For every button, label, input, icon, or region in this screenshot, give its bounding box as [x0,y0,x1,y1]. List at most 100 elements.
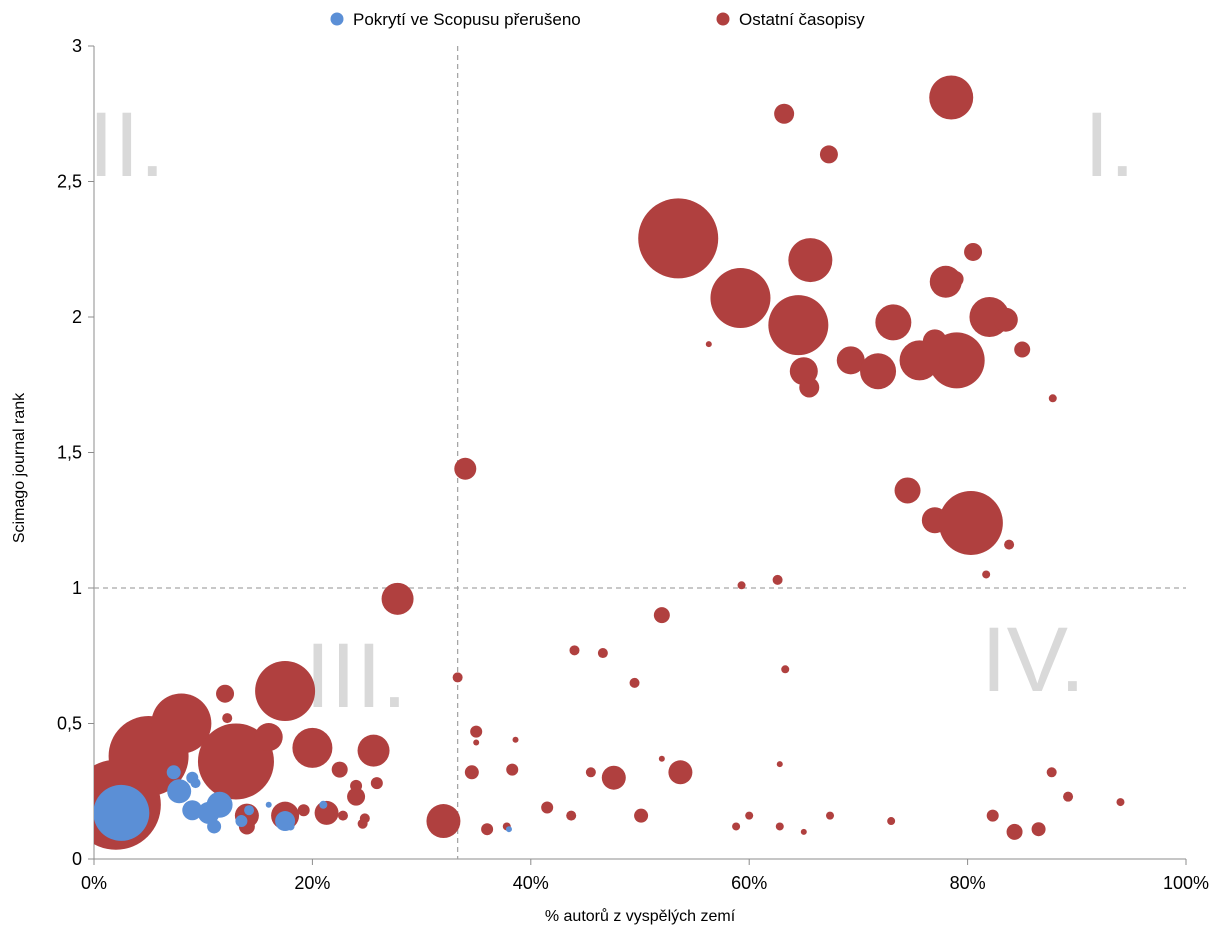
y-tick-label: 0 [72,849,82,869]
data-point [216,684,235,703]
data-point [1031,822,1046,837]
data-point [292,727,333,768]
data-point [167,779,192,804]
data-point [566,810,577,821]
data-point [1006,823,1023,840]
data-point [506,763,519,776]
data-point [776,761,783,768]
data-point [454,457,477,480]
data-point [658,755,665,762]
data-point [357,734,390,767]
data-point [887,817,896,826]
data-point [197,723,274,800]
data-point [772,574,783,585]
data-point [94,784,150,841]
data-point [190,778,201,789]
data-point [745,811,754,820]
data-point [629,677,640,688]
data-point [1046,767,1057,778]
data-point [235,815,248,828]
data-point [1116,798,1125,807]
y-tick-label: 1,5 [57,443,82,463]
data-point [470,725,483,738]
data-point [894,477,921,504]
data-point [255,660,316,721]
data-point [634,808,649,823]
data-point [826,811,835,820]
axes: 0 0,5 1 1,5 2 2,5 3 0% 20% 40% 60% 80% 100% [57,36,1209,893]
data-point [938,490,1003,555]
data-point [452,672,463,683]
data-point [597,648,608,659]
data-point [151,693,212,754]
data-point [929,75,974,120]
data-point [206,791,233,818]
y-tick-label: 3 [72,36,82,56]
data-point [381,582,414,615]
data-point [182,800,203,821]
y-tick-label: 2,5 [57,172,82,192]
data-point [370,777,383,790]
x-tick-label: 60% [731,873,767,893]
legend-label: Ostatní časopisy [739,10,865,29]
x-axis-title: % autorů z vyspělých zemí [545,907,736,925]
data-point [512,736,519,743]
x-tick-label: 0% [81,873,107,893]
legend-label: Pokrytí ve Scopusu přerušeno [353,10,581,29]
data-point [982,570,991,579]
data-point [541,801,554,814]
data-point [297,804,310,817]
data-point [481,823,494,836]
data-point [653,607,670,624]
x-tick-label: 100% [1163,873,1209,893]
series-pokryti-preruseno [94,765,512,841]
data-point [819,145,838,164]
data-point [244,805,255,816]
data-point [337,810,348,821]
data-point [986,809,999,822]
data-point [331,761,348,778]
data-point [222,713,233,724]
data-point [705,341,712,348]
quadrant-labels: I. II. III. IV. [88,94,1135,727]
data-point [875,304,912,341]
data-point [473,739,480,746]
data-point [668,760,693,785]
data-point [357,818,368,829]
data-point [569,645,580,656]
data-point [928,332,985,389]
data-point [737,581,746,590]
y-tick-label: 0,5 [57,714,82,734]
data-point [860,353,897,390]
quadrant-label: IV. [981,609,1085,711]
data-point [1048,394,1057,403]
x-tick-label: 40% [513,873,549,893]
legend-marker [330,12,344,26]
y-tick-label: 2 [72,307,82,327]
data-point [254,723,283,752]
data-point [799,377,820,398]
data-point [1014,341,1031,358]
data-point [286,822,295,831]
y-tick-label: 1 [72,578,82,598]
data-point [1004,539,1015,550]
data-point [505,826,512,833]
data-point [1063,791,1074,802]
quadrant-label: I. [1084,94,1135,196]
plot-area [94,75,1125,850]
data-point [788,238,833,283]
y-axis-title: Scimago journal rank [11,392,28,543]
data-point [710,268,771,329]
data-point [775,822,784,831]
data-point [601,765,626,790]
data-point [774,103,795,124]
data-point [781,665,790,674]
data-point [585,767,596,778]
quadrant-label: II. [88,94,165,196]
data-point [207,819,222,834]
legend: Pokrytí ve Scopusu přerušeno Ostatní časo… [330,10,865,29]
x-tick-label: 80% [950,873,986,893]
data-point [929,265,962,298]
data-point [964,242,983,261]
